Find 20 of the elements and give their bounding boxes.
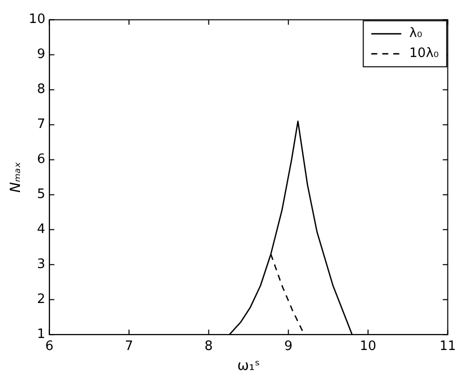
y-tick-label: 6 xyxy=(37,152,46,168)
x-axis-title: ω₁ˢ xyxy=(237,358,260,374)
y-tick-label: 4 xyxy=(37,222,46,238)
y-tick-label: 5 xyxy=(37,187,46,202)
x-tick-label: 10 xyxy=(360,338,376,354)
y-tick-label: 7 xyxy=(37,117,46,132)
y-tick-label: 10 xyxy=(28,12,46,28)
y-tick-label: 8 xyxy=(37,82,46,98)
x-tick-label: 8 xyxy=(204,338,213,354)
legend-label: λ₀ xyxy=(409,26,422,42)
x-tick-label: 11 xyxy=(439,338,456,354)
x-tick-label: 7 xyxy=(124,338,134,354)
y-tick-label: 3 xyxy=(37,257,46,272)
y-tick-label: 2 xyxy=(37,292,46,307)
x-tick-label: 9 xyxy=(284,338,293,354)
y-tick-label: 1 xyxy=(37,326,46,342)
legend-label: 10λ₀ xyxy=(409,46,439,62)
line-series xyxy=(270,254,304,332)
y-tick-label: 9 xyxy=(37,47,46,62)
y-axis-title: Nₘₐₓ xyxy=(8,162,24,193)
